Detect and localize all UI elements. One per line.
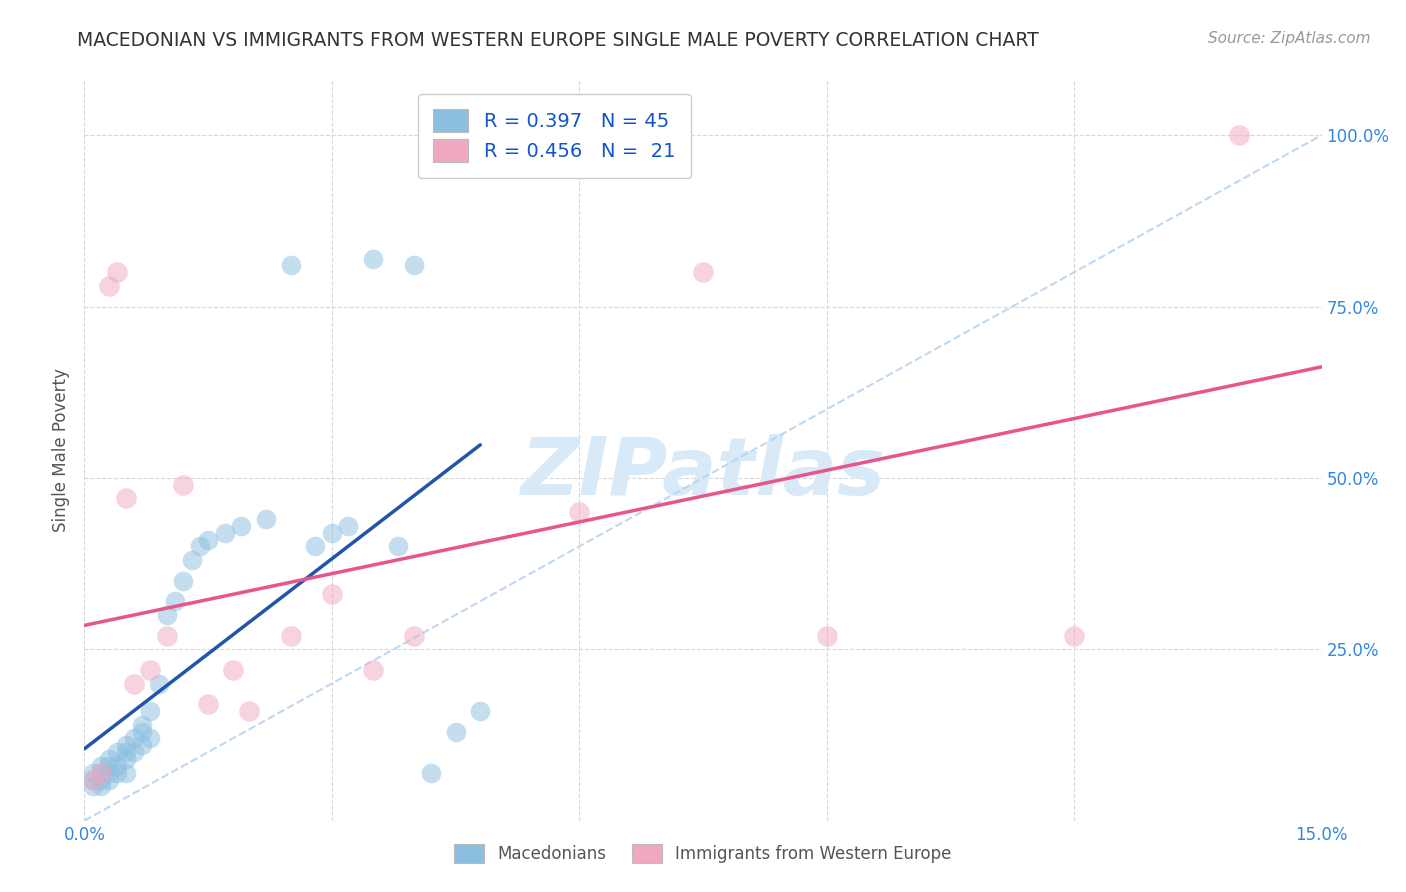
Text: ZIPatlas: ZIPatlas — [520, 434, 886, 512]
Point — [139, 704, 162, 718]
Point — [156, 628, 179, 642]
Point — [98, 759, 121, 773]
Point — [131, 717, 153, 731]
Text: MACEDONIAN VS IMMIGRANTS FROM WESTERN EUROPE SINGLE MALE POVERTY CORRELATION CHA: MACEDONIAN VS IMMIGRANTS FROM WESTERN EU… — [77, 31, 1039, 50]
Point — [131, 724, 153, 739]
Point — [139, 731, 162, 746]
Point — [304, 540, 326, 554]
Point — [90, 765, 112, 780]
Point — [222, 663, 245, 677]
Point — [419, 765, 441, 780]
Point — [387, 540, 409, 554]
Point — [98, 752, 121, 766]
Point — [122, 731, 145, 746]
Point — [321, 587, 343, 601]
Point — [238, 704, 260, 718]
Point — [156, 607, 179, 622]
Point — [280, 259, 302, 273]
Point — [114, 491, 136, 506]
Point — [90, 772, 112, 787]
Point — [404, 628, 426, 642]
Point — [114, 738, 136, 752]
Legend: Macedonians, Immigrants from Western Europe: Macedonians, Immigrants from Western Eur… — [446, 836, 960, 871]
Point — [361, 252, 384, 266]
Point — [214, 525, 236, 540]
Point — [337, 519, 360, 533]
Point — [105, 759, 128, 773]
Point — [188, 540, 211, 554]
Point — [815, 628, 838, 642]
Text: Source: ZipAtlas.com: Source: ZipAtlas.com — [1208, 31, 1371, 46]
Point — [172, 477, 194, 491]
Point — [98, 772, 121, 787]
Point — [172, 574, 194, 588]
Point — [82, 765, 104, 780]
Point — [105, 745, 128, 759]
Point — [197, 697, 219, 711]
Y-axis label: Single Male Poverty: Single Male Poverty — [52, 368, 70, 533]
Point — [90, 759, 112, 773]
Point — [1063, 628, 1085, 642]
Point — [692, 265, 714, 279]
Point — [1227, 128, 1250, 142]
Point — [197, 533, 219, 547]
Point — [404, 259, 426, 273]
Point — [98, 279, 121, 293]
Point — [148, 676, 170, 690]
Point — [229, 519, 252, 533]
Point — [114, 752, 136, 766]
Point — [105, 265, 128, 279]
Point — [321, 525, 343, 540]
Point — [82, 772, 104, 787]
Point — [568, 505, 591, 519]
Point — [139, 663, 162, 677]
Point — [280, 628, 302, 642]
Point — [82, 772, 104, 787]
Point — [361, 663, 384, 677]
Point — [254, 512, 277, 526]
Point — [122, 745, 145, 759]
Point — [98, 765, 121, 780]
Point — [90, 765, 112, 780]
Point — [82, 780, 104, 794]
Point — [122, 676, 145, 690]
Point — [90, 780, 112, 794]
Point — [470, 704, 492, 718]
Point — [444, 724, 467, 739]
Point — [180, 553, 202, 567]
Point — [165, 594, 187, 608]
Point — [131, 738, 153, 752]
Point — [105, 765, 128, 780]
Point — [114, 745, 136, 759]
Point — [114, 765, 136, 780]
